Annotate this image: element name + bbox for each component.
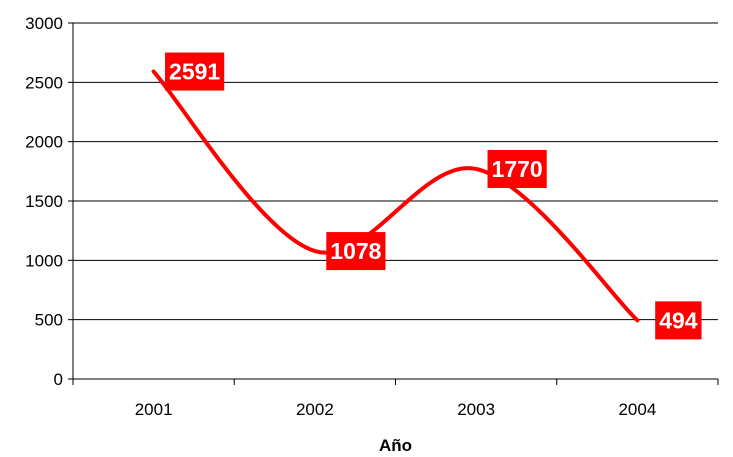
data-label-text: 1078 [330, 238, 381, 264]
data-label-box [655, 301, 702, 340]
data-label-text: 2591 [169, 59, 220, 85]
x-tick-label: 2001 [135, 400, 173, 419]
data-label: 1078 [326, 232, 386, 271]
y-tick-label: 2500 [25, 73, 63, 92]
data-label: 494 [655, 301, 702, 340]
y-tick-label: 0 [54, 370, 63, 389]
series [151, 69, 640, 323]
y-tick-label: 2000 [25, 133, 63, 152]
data-label-box [326, 232, 386, 271]
x-tick-label: 2002 [296, 400, 334, 419]
y-tick-label: 1000 [25, 251, 63, 270]
y-tick-label: 3000 [25, 14, 63, 33]
y-axis-ticks: 0 500 1000 1500 2000 2500 3000 [25, 14, 73, 389]
x-tick-label: 2004 [618, 400, 656, 419]
x-axis-ticks: 2001 2002 2003 2004 [72, 379, 719, 419]
data-label: 1770 [487, 149, 547, 188]
y-tick-label: 500 [35, 311, 63, 330]
data-label-box [487, 149, 547, 188]
x-axis-title: Año [379, 436, 412, 455]
data-labels: 2591 1078 1770 494 [165, 52, 702, 340]
data-label-text: 1770 [492, 156, 543, 182]
data-label: 2591 [165, 52, 225, 91]
data-label-box [165, 52, 225, 91]
data-label-text: 494 [659, 307, 698, 333]
y-tick-label: 1500 [25, 192, 63, 211]
x-tick-label: 2003 [457, 400, 495, 419]
series-line [151, 69, 640, 323]
